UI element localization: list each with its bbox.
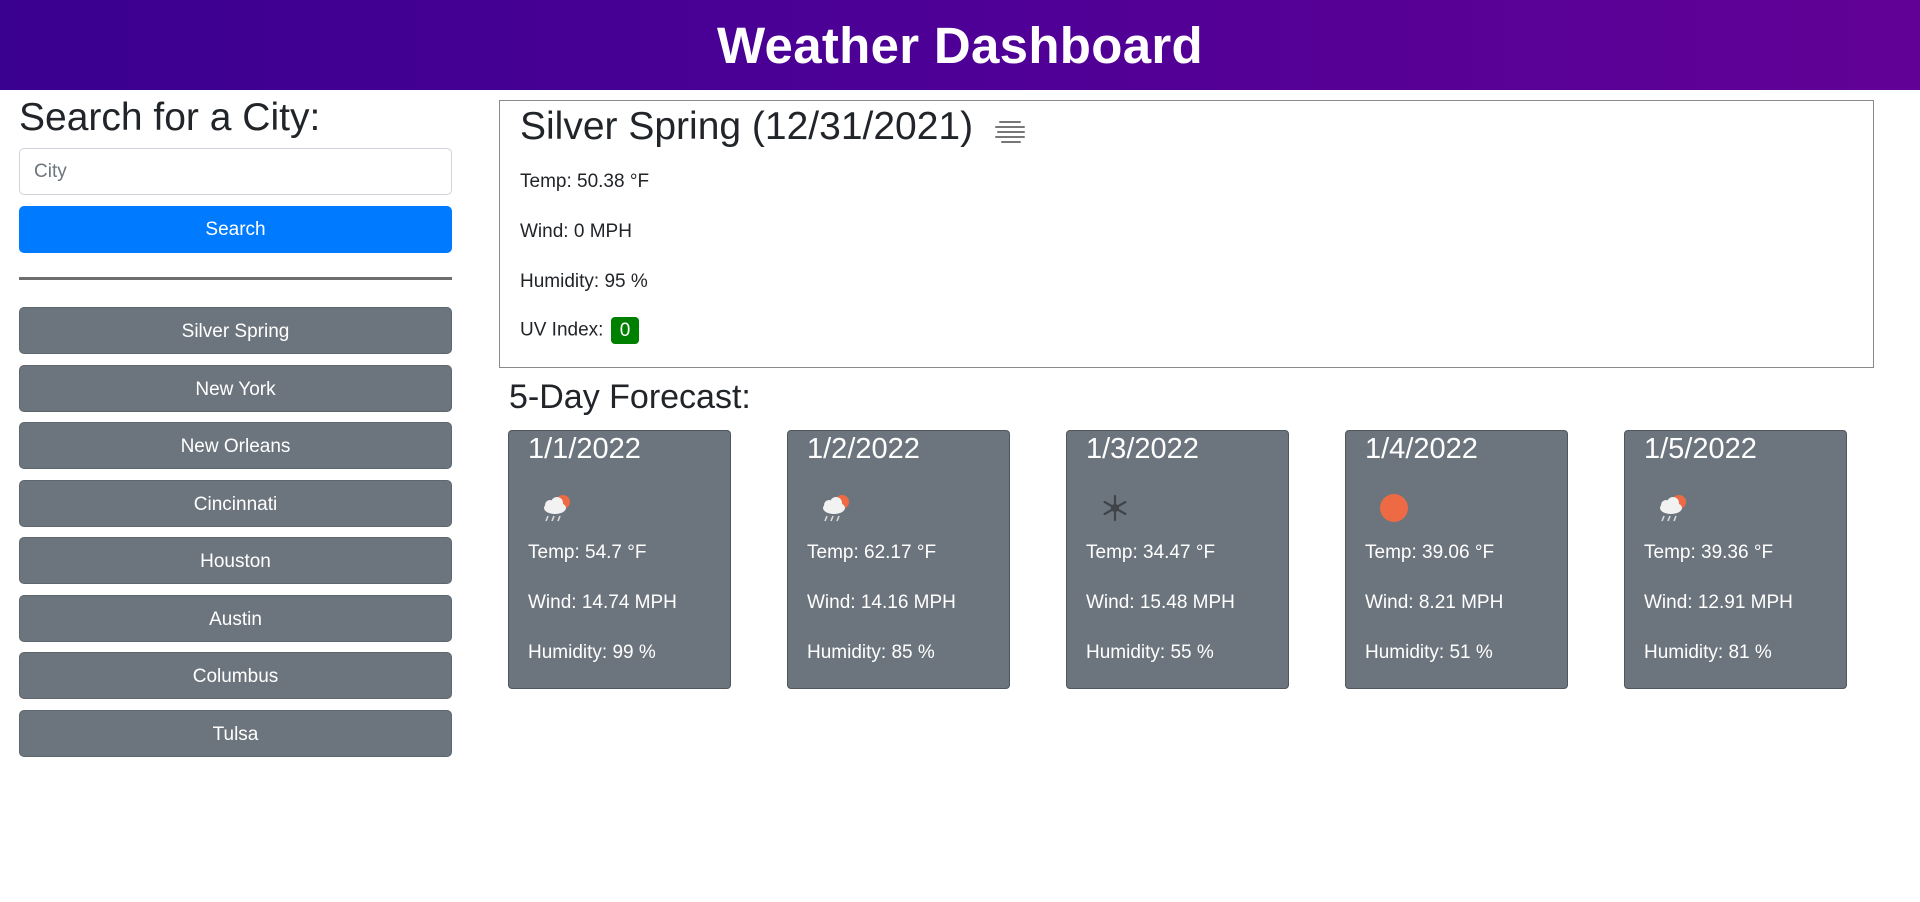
- forecast-humidity: Humidity: 51 %: [1365, 642, 1493, 663]
- current-weather-header: Silver Spring (12/31/2021): [520, 105, 1029, 149]
- forecast-date: 1/2/2022: [807, 433, 920, 465]
- mist-icon: [993, 119, 1029, 145]
- forecast-humidity: Humidity: 55 %: [1086, 642, 1214, 663]
- history-item-button[interactable]: Tulsa: [19, 709, 452, 757]
- history-item-button[interactable]: New Orleans: [19, 422, 452, 469]
- history-item-button[interactable]: New York: [19, 364, 452, 412]
- forecast-card: 1/5/2022 Temp: 39.36 °F Wind: 12.91 MPH …: [1624, 430, 1847, 689]
- forecast-temp: Temp: 62.17 °F: [807, 542, 937, 563]
- forecast-card: 1/3/2022 Temp: 34.47 °F Wind: 15.48 MPH …: [1066, 430, 1289, 689]
- forecast-humidity: Humidity: 81 %: [1644, 642, 1772, 663]
- forecast-date: 1/3/2022: [1086, 433, 1199, 465]
- forecast-date: 1/1/2022: [528, 433, 641, 465]
- current-temp: Temp: 50.38 °F: [520, 171, 650, 192]
- current-weather-panel: Silver Spring (12/31/2021) Temp: 50.38 °…: [499, 100, 1874, 368]
- search-heading: Search for a City:: [19, 96, 321, 139]
- rain-sun-icon: [823, 495, 849, 522]
- city-search-input[interactable]: [19, 148, 452, 195]
- history-item-button[interactable]: Cincinnati: [19, 479, 452, 527]
- current-wind: Wind: 0 MPH: [520, 221, 632, 242]
- uv-index-badge: 0: [610, 317, 640, 344]
- forecast-wind: Wind: 15.48 MPH: [1086, 592, 1235, 613]
- forecast-card: 1/4/2022 Temp: 39.06 °F Wind: 8.21 MPH H…: [1345, 430, 1568, 689]
- forecast-temp: Temp: 39.06 °F: [1365, 542, 1495, 563]
- forecast-humidity: Humidity: 99 %: [528, 642, 656, 663]
- rain-sun-icon: [1660, 495, 1686, 522]
- forecast-card: 1/2/2022 Temp: 62.17 °F Wind: 14.16 MPH …: [787, 430, 1010, 689]
- history-item-button[interactable]: Columbus: [19, 652, 452, 699]
- forecast-temp: Temp: 34.47 °F: [1086, 542, 1216, 563]
- page-title: Weather Dashboard: [717, 16, 1203, 74]
- forecast-heading: 5-Day Forecast:: [509, 378, 751, 416]
- history-item-button[interactable]: Silver Spring: [19, 307, 452, 354]
- rain-sun-icon: [544, 495, 570, 522]
- current-uv-row: UV Index: 0: [520, 317, 640, 344]
- history-item-button[interactable]: Houston: [19, 537, 452, 584]
- forecast-temp: Temp: 39.36 °F: [1644, 542, 1774, 563]
- forecast-temp: Temp: 54.7 °F: [528, 542, 647, 563]
- forecast-wind: Wind: 12.91 MPH: [1644, 592, 1793, 613]
- history-item-button[interactable]: Austin: [19, 594, 452, 642]
- forecast-wind: Wind: 8.21 MPH: [1365, 592, 1504, 613]
- search-history-list: Silver Spring New York New Orleans Cinci…: [19, 307, 452, 767]
- forecast-cards: 1/1/2022 Temp: 54.7 °F Wind: 14.74 MPH H…: [508, 430, 1848, 690]
- sun-icon: [1380, 494, 1408, 522]
- forecast-card: 1/1/2022 Temp: 54.7 °F Wind: 14.74 MPH H…: [508, 430, 731, 689]
- current-humidity: Humidity: 95 %: [520, 271, 648, 292]
- sidebar-divider: [19, 277, 452, 280]
- snow-icon: [1103, 494, 1127, 522]
- uv-index-label: UV Index:: [520, 319, 604, 341]
- forecast-humidity: Humidity: 85 %: [807, 642, 935, 663]
- forecast-date: 1/4/2022: [1365, 433, 1478, 465]
- page-header: Weather Dashboard: [0, 0, 1920, 90]
- forecast-date: 1/5/2022: [1644, 433, 1757, 465]
- forecast-wind: Wind: 14.16 MPH: [807, 592, 956, 613]
- search-button[interactable]: Search: [19, 206, 452, 253]
- current-city-title: Silver Spring (12/31/2021): [520, 105, 974, 148]
- forecast-wind: Wind: 14.74 MPH: [528, 592, 677, 613]
